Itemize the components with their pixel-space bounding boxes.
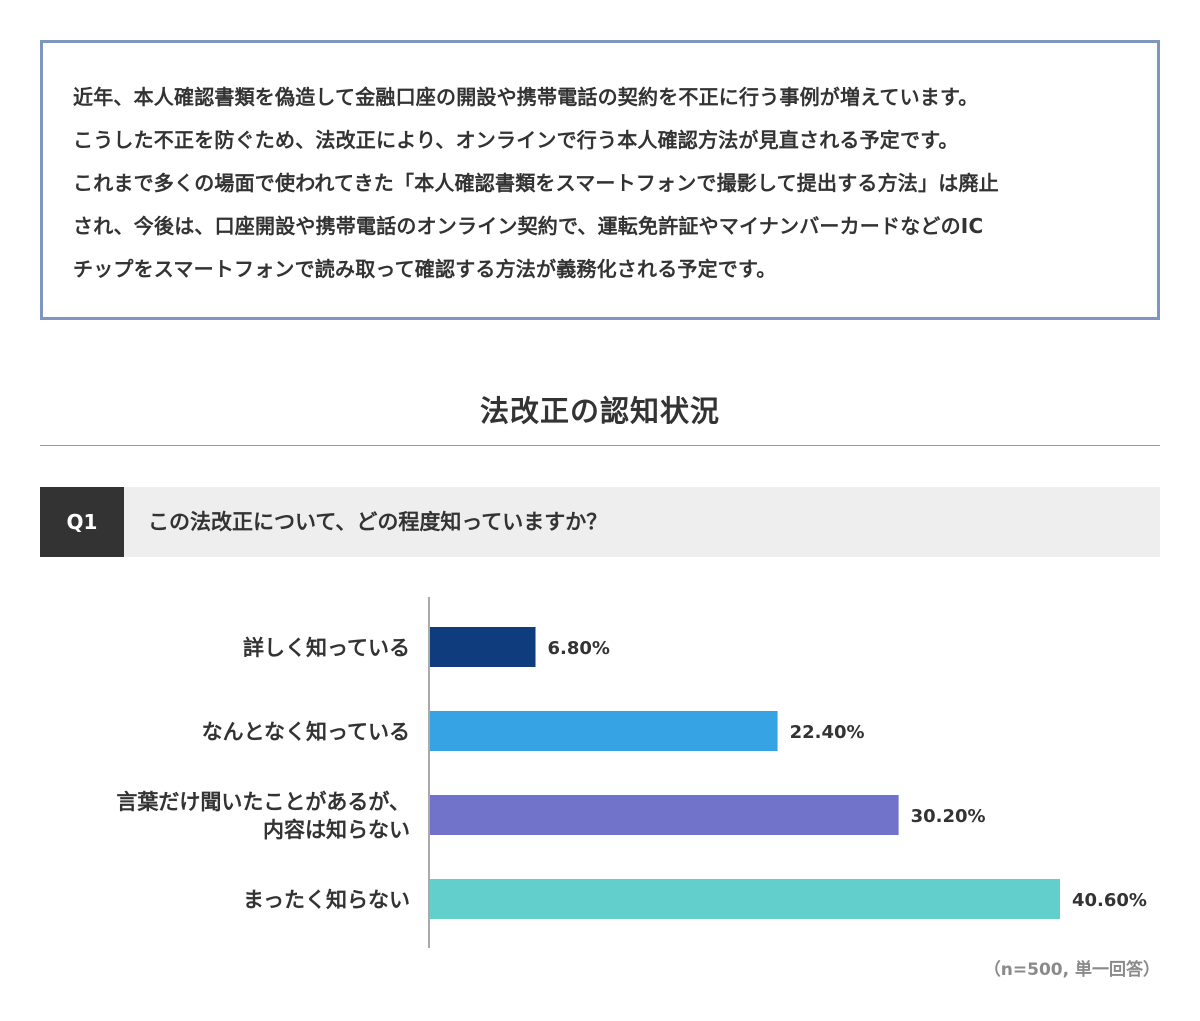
category-label-1: なんとなく知っている <box>202 720 410 744</box>
notice-line-4: され、今後は、口座開設や携帯電話のオンライン契約で、運転免許証やマイナンバーカー… <box>73 214 984 238</box>
bar-2 <box>430 795 899 835</box>
question-badge: Q1 <box>40 487 124 557</box>
bar-1 <box>430 711 778 751</box>
value-label-2: 30.20% <box>911 806 986 827</box>
bar-chart: 6.80% 詳しく知っている 22.40% なんとなく知っている 30.20% 言葉だけ聞… <box>116 597 1147 948</box>
value-label-0: 6.80% <box>548 638 610 659</box>
category-label-2-0: 言葉だけ聞いたことがあるが、 <box>116 790 410 814</box>
section-title: 法改正の認知状況 <box>479 394 720 428</box>
notice-line-1: 近年、本人確認書類を偽造して金融口座の開設や携帯電話の契約を不正に行う事例が増え… <box>73 85 979 109</box>
category-label-3: まったく知らない <box>243 888 410 912</box>
bar-3 <box>430 879 1060 919</box>
category-label-2-1: 内容は知らない <box>263 818 410 842</box>
notice-line-3: これまで多くの場面で使われてきた「本人確認書類をスマートフォンで撮影して提出する… <box>73 171 999 195</box>
question-bar: Q1 この法改正について、どの程度知っていますか？ <box>40 487 1160 557</box>
value-label-1: 22.40% <box>790 722 865 743</box>
notice-line-5: チップをスマートフォンで読み取って確認する方法が義務化される予定です。 <box>73 257 777 281</box>
bar-0 <box>430 627 536 667</box>
notice-box: 近年、本人確認書類を偽造して金融口座の開設や携帯電話の契約を不正に行う事例が増え… <box>40 40 1160 320</box>
sample-note: （n=500, 単一回答） <box>983 960 1160 980</box>
notice-line-2: こうした不正を防ぐため、法改正により、オンラインで行う本人確認方法が見直される予… <box>73 128 959 152</box>
question-text: この法改正について、どの程度知っていますか？ <box>148 510 608 534</box>
value-label-3: 40.60% <box>1072 890 1147 911</box>
title-divider <box>40 445 1160 446</box>
category-label-0: 詳しく知っている <box>243 636 410 660</box>
